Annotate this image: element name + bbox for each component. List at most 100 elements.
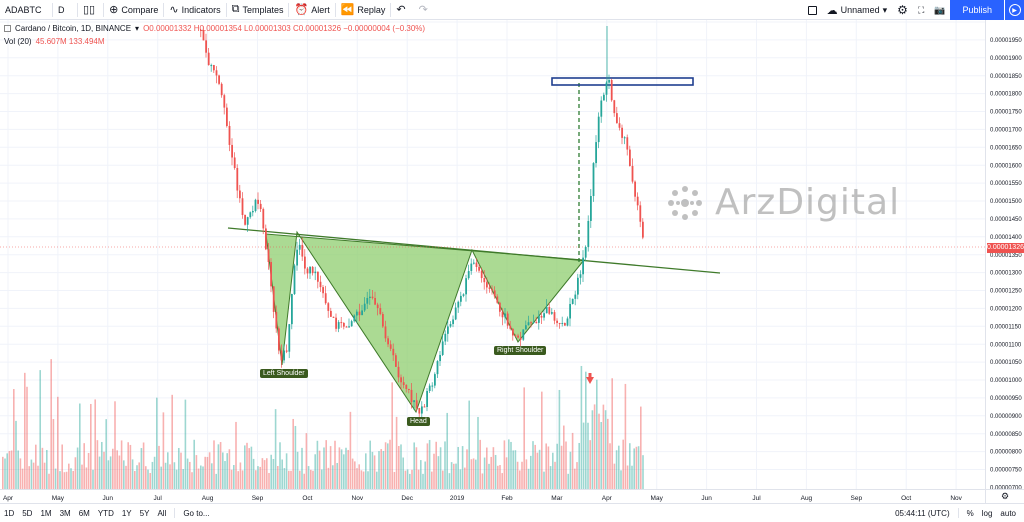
range-button-5y[interactable]: 5Y [139,508,150,518]
candle-body [525,325,527,330]
volume-bar [310,469,312,489]
volume-bar [222,452,224,489]
indicators-button[interactable]: ∿ Indicators [164,0,225,20]
range-button-3m[interactable]: 3M [59,508,71,518]
volume-legend: Vol (20) 45.607M 133.494M [4,37,105,46]
volume-bar [442,470,444,489]
symbol-search[interactable]: ADABTC [0,0,52,20]
layout-button[interactable]: ☁ Unnamed ▾ [822,0,893,20]
range-button-6m[interactable]: 6M [78,508,90,518]
candle-body [278,328,280,351]
candle-body [434,374,436,386]
price-tick-label: 0.00001600 [990,163,1022,169]
alert-button[interactable]: ⏰ Alert [289,0,334,20]
compare-label: Compare [121,4,159,15]
candle-body [629,149,631,166]
range-button-1y[interactable]: 1Y [121,508,132,518]
volume-bar [505,457,508,489]
bottom-toolbar: 1D 5D 1M 3M 6M YTD 1Y 5Y All Go to... 05:44:11 (… [0,503,1024,522]
chart-pane[interactable] [0,20,985,489]
candle-body [324,293,327,304]
price-chart[interactable] [0,20,985,489]
interval-button[interactable]: D [53,0,77,20]
candle-body [608,79,610,83]
volume-bar [277,465,279,489]
range-button-1m[interactable]: 1M [40,508,52,518]
volume-bar [420,460,422,489]
volume-bar [79,403,81,489]
range-button-5d[interactable]: 5D [22,508,33,518]
time-axis[interactable]: Apr May Jun Jul Aug Sep Oct Nov Dec 2019 Feb Mar Apr… [0,489,985,503]
log-toggle[interactable]: log [981,508,993,518]
price-axis[interactable]: 0.00001950 0.00001900 0.00001850 0.00001800… [985,20,1024,492]
volume-bar [246,442,248,489]
volume-bar [76,447,79,489]
volume-bar [175,469,178,489]
publish-button[interactable]: Publish [950,0,1004,20]
templates-label: Templates [242,4,284,15]
volume-bar [57,396,59,489]
range-button-1d[interactable]: 1D [4,508,15,518]
volume-bar [373,455,376,489]
volume-bar [131,459,134,489]
volume-bar [569,451,572,489]
candle-body [447,326,449,334]
volume-bar [116,450,118,489]
templates-button[interactable]: ⧉ Templates [227,0,289,20]
volume-bar [233,465,235,489]
auto-toggle[interactable]: auto [1000,508,1016,518]
volume-bar [503,440,506,489]
candle-body [590,196,592,221]
candle-body [275,311,278,329]
goto-button[interactable]: Go to... [183,508,210,518]
volume-bar [197,468,200,489]
watermark-text: ArzDigital [715,182,901,223]
volume-bar [215,473,217,489]
candle-body [257,199,259,204]
volume-bar [582,422,585,489]
time-tick-label: May [52,495,65,502]
range-button-all[interactable]: All [157,508,167,518]
chevron-down-icon[interactable]: ▾ [135,24,140,33]
chart-style-button[interactable]: ▯▯ [78,0,103,20]
percent-toggle[interactable]: % [966,508,974,518]
volume-bar [530,455,532,489]
left-shoulder-label: Left Shoulder [260,369,308,378]
neckline[interactable] [227,227,721,274]
volume-bar [54,468,57,489]
candle-body [363,303,366,311]
candle-body [265,228,267,250]
time-tick-label: Dec [401,495,413,502]
candle-body [382,314,384,327]
time-axis-settings-button[interactable]: ⚙ [985,489,1024,503]
volume-bar [563,425,565,489]
play-button[interactable]: ▶ [1004,0,1024,20]
snapshot-button[interactable]: 📷 [929,0,950,20]
candle-body [330,310,332,317]
undo-button[interactable]: ↶ [391,0,413,20]
range-button-ytd[interactable]: YTD [97,508,114,518]
candle-body [558,322,561,324]
target-zone-box[interactable] [551,77,694,86]
volume-bar [424,461,426,489]
candle-body [577,277,579,295]
volume-bar [571,432,574,489]
replay-button[interactable]: ⏪ Replay [336,0,391,20]
head-and-shoulders-pattern[interactable] [265,230,585,414]
volume-bar [444,441,446,489]
volume-bar [461,446,464,489]
select-checkbox[interactable] [803,0,822,20]
volume-bar [118,455,121,489]
redo-button[interactable]: ↷ [414,0,436,20]
clock-display[interactable]: 05:44:11 (UTC) [895,508,950,518]
price-tick-label: 0.00001000 [990,378,1022,384]
time-tick-label: Sep [252,495,264,502]
legend-toggle-icon[interactable] [4,25,11,32]
volume-bar [285,453,288,489]
compare-button[interactable]: ⊕ Compare [104,0,163,20]
candle-body [215,70,218,76]
settings-button[interactable]: ⚙ [892,0,913,20]
fullscreen-button[interactable]: ⛶ [913,0,929,20]
candle-body [270,262,272,287]
divider [334,2,336,17]
